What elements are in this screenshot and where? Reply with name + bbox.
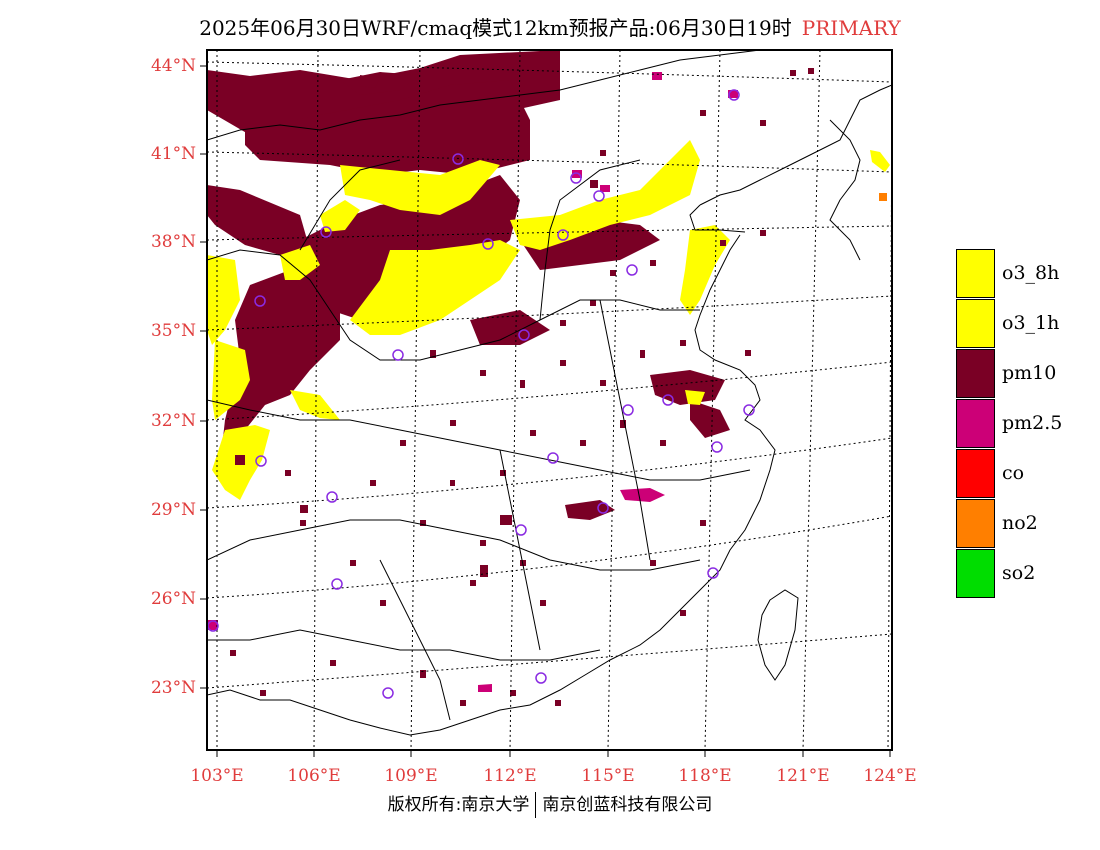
pm10-region-west [207,175,550,465]
legend-swatch-pm10 [956,349,995,398]
legend-swatch-o3-8h [956,249,995,298]
lat-label-26n: 26°N [150,589,196,609]
station-markers [207,89,755,699]
lon-label-124e: 124°E [863,766,917,786]
graticule [207,50,892,750]
legend-swatch-o3-1h [956,299,995,348]
lat-label-38n: 38°N [150,232,196,252]
primary-tag: PRIMARY [801,16,901,40]
lat-label-32n: 32°N [150,411,196,431]
lon-label-118e: 118°E [678,766,732,786]
pm10-region-south [360,75,730,520]
lon-label-121e: 121°E [776,766,830,786]
lon-label-103e: 103°E [190,766,244,786]
lat-label-29n: 29°N [150,500,196,520]
legend-label-o3-1h: o3_1h [1002,312,1060,334]
legend-label-pm10: pm10 [1002,362,1057,384]
pm25-region [207,72,738,692]
lat-label-44n: 44°N [150,56,196,76]
legend-swatch-co [956,449,995,498]
map-title: 2025年06月30日WRF/cmaq模式12km预报产品:06月30日19时 P… [0,12,1100,41]
lat-label-35n: 35°N [150,321,196,341]
legend-swatch-so2 [956,549,995,598]
copyright-left: 版权所有:南京大学 [387,795,530,815]
title-text: 2025年06月30日WRF/cmaq模式12km预报产品:06月30日19时 [199,16,792,40]
copyright-separator [535,792,537,818]
copyright-right: 南京创蓝科技有限公司 [542,795,713,815]
lon-label-106e: 106°E [287,766,341,786]
lat-label-23n: 23°N [150,678,196,698]
map-frame [206,49,893,751]
legend-swatch-pm25 [956,399,995,448]
no2-cell [879,193,887,201]
legend-label-pm25: pm2.5 [1002,412,1063,434]
pm10-scatter-cells [230,68,814,706]
lat-label-41n: 41°N [150,144,196,164]
o3-region [207,140,890,500]
legend-label-o3-8h: o3_8h [1002,262,1060,284]
legend-label-no2: no2 [1002,512,1038,534]
legend-swatch-no2 [956,499,995,548]
lon-label-109e: 109°E [384,766,438,786]
legend-label-so2: so2 [1002,562,1036,584]
coastline-and-borders [207,50,892,736]
copyright: 版权所有:南京大学 南京创蓝科技有限公司 [0,790,1100,818]
axis-ticks [200,65,891,757]
lon-label-115e: 115°E [581,766,635,786]
legend-label-co: co [1002,462,1025,484]
lon-label-112e: 112°E [483,766,537,786]
